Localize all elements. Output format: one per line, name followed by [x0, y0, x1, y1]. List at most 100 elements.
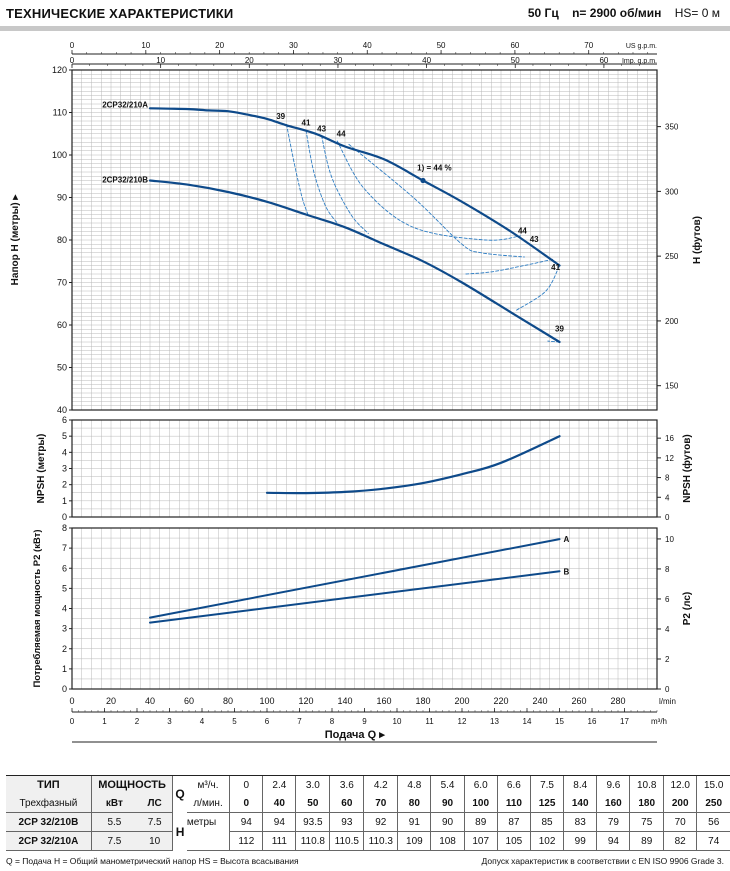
us-gpm-tick-label: 0 [70, 41, 75, 50]
frequency-label: 50 Гц [527, 6, 559, 20]
footer-tolerance-note: Допуск характеристик в соответствии с EN… [481, 856, 724, 866]
power-y-tick-label: 1 [62, 664, 67, 674]
efficiency-label: 39 [276, 112, 285, 121]
lmin-tick-label: 280 [610, 696, 625, 706]
head-y2-tick-label: 200 [665, 317, 679, 326]
lmin-tick-label: 200 [454, 696, 469, 706]
head-y2-tick-label: 150 [665, 382, 679, 391]
q-m3h-value: 3.0 [295, 775, 330, 794]
head-y-tick-label: 80 [57, 235, 67, 245]
head-value: 85 [529, 812, 564, 832]
efficiency-label: 41 [551, 263, 560, 272]
m3h-tick-label: 11 [425, 717, 434, 726]
phase-label: Трехфазный [6, 794, 92, 813]
head-y2-label: H (футов) [691, 216, 703, 264]
model-name: 2CP 32/210B [6, 812, 92, 832]
q-lmin-value: 200 [662, 794, 697, 813]
header-divider [0, 26, 730, 31]
model-name: 2CP 32/210A [6, 831, 92, 851]
power-y2-tick-label: 6 [665, 595, 670, 604]
efficiency-iso-line [516, 265, 560, 311]
head-value: 90 [430, 812, 465, 832]
m3h-tick-label: 1 [102, 717, 107, 726]
efficiency-iso-line [321, 135, 369, 235]
imp-gpm-tick-label: 40 [422, 56, 431, 65]
npsh-y-tick-label: 5 [62, 431, 67, 441]
head-value: 94 [596, 831, 630, 851]
efficiency-iso-line [465, 258, 555, 275]
efficiency-iso-line [336, 140, 521, 241]
head-value: 70 [662, 812, 697, 832]
grid [71, 419, 658, 518]
power-y2-tick-label: 2 [665, 655, 670, 664]
q-m3h-value: 9.6 [596, 775, 630, 794]
power-y-tick-label: 7 [62, 543, 67, 553]
q-lmin-value: 80 [397, 794, 431, 813]
h-letter: H [172, 812, 187, 851]
head-value: 91 [397, 812, 431, 832]
x-axis-title: Подача Q ▸ [325, 729, 385, 741]
lmin-tick-label: 20 [106, 696, 116, 706]
q-m3h-value: 12.0 [662, 775, 697, 794]
npsh-y-tick-label: 6 [62, 415, 67, 425]
imp-gpm-tick-label: 60 [599, 56, 608, 65]
q-m3h-value: 3.6 [329, 775, 364, 794]
q-lmin-value: 110 [496, 794, 531, 813]
us-gpm-tick-label: 50 [437, 41, 446, 50]
grid [71, 69, 658, 411]
spec-table-row: 2CP 32/210A 7.5 10 112 111 110.8 110.5 110.3 109… [6, 831, 730, 851]
head-value: 79 [596, 812, 630, 832]
us-gpm-tick-label: 70 [584, 41, 593, 50]
q-lmin-value: 50 [295, 794, 330, 813]
imp-gpm-label: Imp. g.p.m. [622, 58, 657, 65]
kw-header: кВт [90, 794, 137, 813]
q-lmin-value: 40 [262, 794, 296, 813]
power-y2-tick-label: 8 [665, 565, 670, 574]
npsh-y-tick-label: 0 [62, 512, 67, 522]
power-y2-tick-label: 4 [665, 625, 670, 634]
rpm-label: n= 2900 об/мин [572, 6, 662, 20]
head-y-tick-label: 110 [53, 108, 67, 118]
unit-meters [186, 831, 230, 851]
head-y2-tick-label: 250 [665, 252, 679, 261]
head-y-label: Напор H (метры) ▸ [10, 194, 21, 286]
lmin-tick-label: 160 [376, 696, 391, 706]
head-curve-a [148, 107, 561, 267]
efficiency-label: 44 [337, 130, 346, 139]
efficiency-label: 43 [530, 235, 539, 244]
head-value: 110.8 [295, 831, 330, 851]
npsh-y-tick-label: 3 [62, 464, 67, 474]
power-curve-a [149, 538, 561, 619]
head-value: 107 [463, 831, 498, 851]
power-y-label: Потребляемая мощность P2 (кВт) [32, 529, 43, 687]
head-y-tick-label: 90 [57, 193, 67, 203]
model-hp: 7.5 [136, 812, 173, 832]
npsh-y-tick-label: 1 [62, 496, 67, 506]
lmin-tick-label: 80 [223, 696, 233, 706]
head-value: 74 [696, 831, 730, 851]
head-y-tick-label: 40 [57, 405, 67, 415]
m3h-tick-label: 10 [393, 717, 402, 726]
lmin-tick-label: 40 [145, 696, 155, 706]
unit-m3h: м³/ч. [186, 775, 230, 794]
type-header: ТИП [6, 775, 92, 794]
lmin-tick-label: 60 [184, 696, 194, 706]
model-hp: 10 [136, 831, 173, 851]
us-gpm-label: US g.p.m. [626, 43, 657, 50]
head-value: 93.5 [295, 812, 330, 832]
q-lmin-value: 140 [563, 794, 597, 813]
head-y2-tick-label: 300 [665, 187, 679, 196]
power-y-tick-label: 8 [62, 523, 67, 533]
head-curve-b [148, 179, 561, 344]
head-curve-label-b: 2CP32/210B [102, 176, 148, 185]
q-m3h-value: 0 [229, 775, 263, 794]
header-specs: 50 Гц n= 2900 об/мин HS= 0 м [518, 6, 720, 20]
head-value: 109 [397, 831, 431, 851]
m3h-tick-label: 8 [330, 717, 335, 726]
q-lmin-value: 180 [629, 794, 664, 813]
q-lmin-value: 100 [463, 794, 498, 813]
head-value: 92 [363, 812, 398, 832]
imp-gpm-tick-label: 30 [333, 56, 342, 65]
efficiency-iso-line [305, 129, 338, 224]
